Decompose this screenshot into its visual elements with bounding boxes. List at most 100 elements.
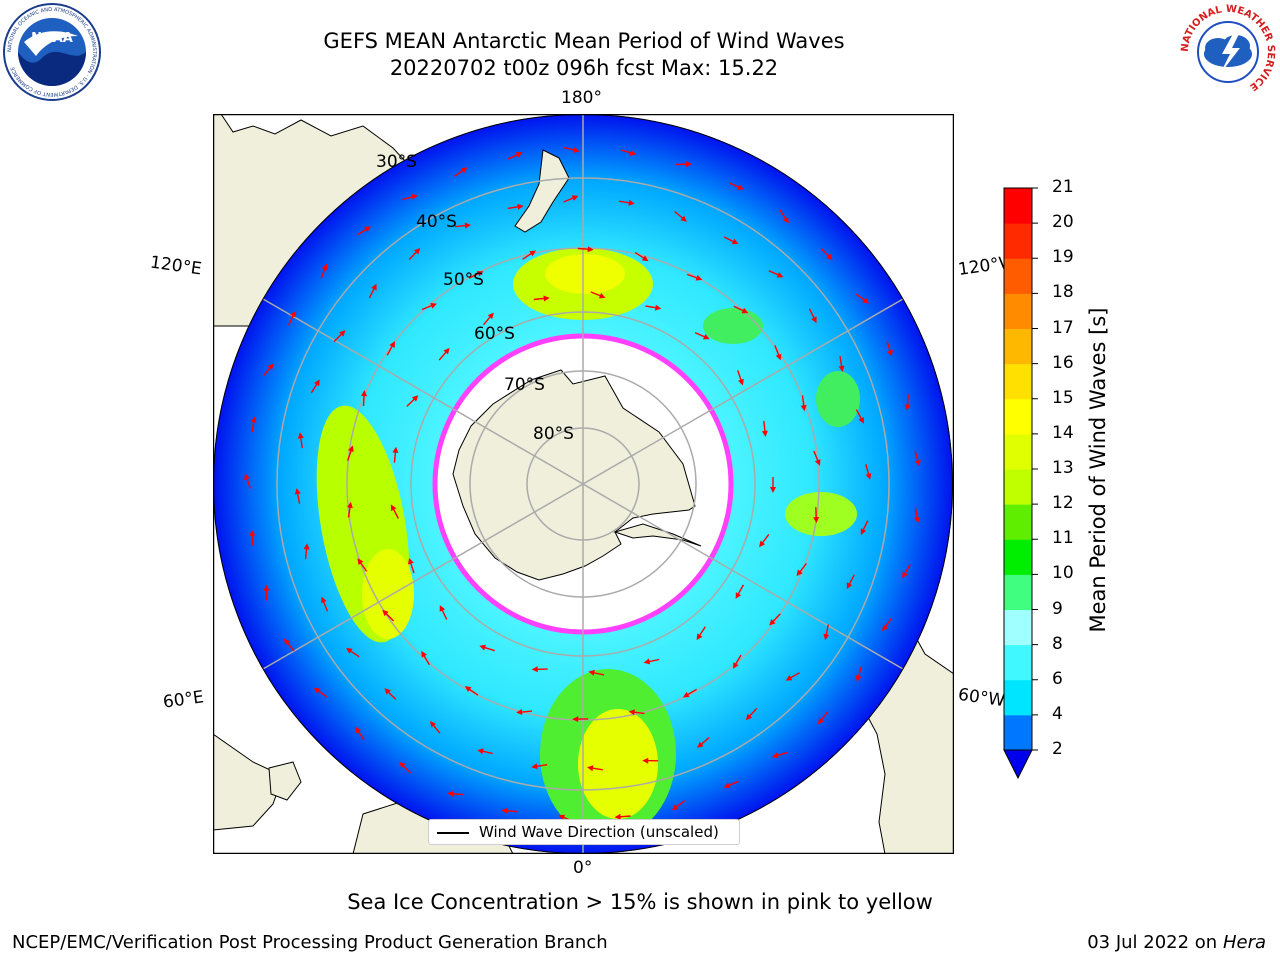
wind-wave-arrowhead <box>487 312 494 320</box>
wind-wave-arrowhead <box>741 307 749 314</box>
new-zealand-land <box>514 149 570 233</box>
wind-wave-arrowhead <box>771 752 779 759</box>
colorbar-segment <box>1004 433 1032 470</box>
madagascar-land <box>268 761 302 801</box>
wind-wave-arrowhead <box>384 688 391 695</box>
wind-wave-arrowhead <box>408 557 414 565</box>
wind-wave-arrowhead <box>297 432 304 439</box>
colorbar-tick-label: 18 <box>1052 282 1074 303</box>
wind-wave-arrowhead <box>571 195 579 201</box>
colorbar-tick-label: 17 <box>1052 317 1074 338</box>
wind-wave-arrowhead <box>476 271 484 277</box>
colorbar-tick-label: 8 <box>1052 633 1063 654</box>
wind-wave-arrowhead <box>371 283 377 291</box>
wind-wave-arrowhead <box>682 691 690 698</box>
wind-wave-arrowhead <box>501 807 508 814</box>
wave-region-pacific <box>785 492 857 536</box>
wind-wave-arrowhead <box>737 184 744 190</box>
colorbar-under-triangle <box>1003 749 1033 780</box>
chart-subtitle: 20220702 t00z 096h fcst Max: 15.22 <box>389 56 779 80</box>
footer-date-text: 03 Jul 2022 on <box>1087 932 1223 953</box>
wave-region-tasman-core <box>545 254 625 294</box>
colorbar-tick-label: 19 <box>1052 247 1074 268</box>
wind-wave-arrowhead <box>339 330 346 337</box>
colorbar-segment <box>1004 293 1032 329</box>
wind-wave-arrowhead <box>250 416 257 423</box>
wind-wave-arrowhead <box>361 390 368 397</box>
wind-wave-arrowhead <box>680 215 687 222</box>
wind-wave-arrowhead <box>671 804 679 811</box>
wind-wave-arrowhead <box>735 592 742 599</box>
wind-wave-arrowhead <box>776 272 784 278</box>
wave-region-pacific-east <box>816 371 860 427</box>
wind-wave-arrowhead <box>429 721 436 728</box>
wind-wave-arrowhead <box>479 644 486 651</box>
wind-wave-arrowhead <box>573 147 580 153</box>
wind-wave-arrowhead <box>267 363 274 371</box>
wave-region-pacific-north <box>703 308 763 344</box>
wind-wave-arrowhead <box>249 529 256 536</box>
wind-wave-arrowhead <box>443 347 450 355</box>
colorbar-segment <box>1004 328 1032 365</box>
colorbar-segment <box>1004 609 1032 646</box>
wind-wave-arrowhead <box>389 341 395 348</box>
colorbar-segment <box>1004 574 1032 610</box>
wind-wave-arrowhead <box>865 473 872 480</box>
wind-wave-arrowhead <box>800 404 807 412</box>
wind-wave-arrowhead <box>263 584 270 591</box>
wind-wave-arrowhead <box>464 222 471 229</box>
wind-wave-arrowhead <box>855 675 862 682</box>
lat-label-30s: 30°S <box>376 152 417 172</box>
colorbar-title: Mean Period of Wind Waves [s] <box>1086 307 1110 633</box>
wind-wave-arrowhead <box>769 619 776 626</box>
colorbar-tick-label: 15 <box>1052 387 1074 408</box>
wind-wave-arrowhead <box>629 149 637 156</box>
wind-wave-arrowhead <box>904 404 911 411</box>
wind-wave-arrowhead <box>303 543 310 550</box>
lon-label-0: 0° <box>573 858 593 878</box>
lon-label-60w: 60°W <box>956 684 1007 712</box>
colorbar <box>1003 187 1038 780</box>
wind-wave-arrowhead <box>411 194 418 200</box>
colorbar-tick-label: 16 <box>1052 352 1074 373</box>
sea-ice-caption: Sea Ice Concentration > 15% is shown in … <box>347 890 933 914</box>
wind-wave-arrowhead <box>477 748 484 755</box>
lat-label-70s: 70°S <box>504 375 545 395</box>
wind-wave-arrowhead <box>517 203 524 210</box>
wind-wave-arrowhead <box>770 487 776 493</box>
wind-wave-arrowhead <box>614 813 621 820</box>
nws-logo: NATIONAL WEATHER SERVICE <box>1180 4 1276 99</box>
wind-wave-arrowhead <box>464 686 472 692</box>
wind-wave-arrowhead <box>838 365 845 372</box>
wind-wave-arrowhead <box>826 253 833 261</box>
wind-wave-arrowhead <box>531 763 538 770</box>
wind-wave-arrowhead <box>283 638 290 646</box>
wind-wave-arrowhead <box>783 216 789 224</box>
lon-label-60e: 60°E <box>161 687 206 713</box>
lat-label-80s: 80°S <box>533 424 574 444</box>
colorbar-tick-label: 21 <box>1052 177 1074 197</box>
wind-wave-arrowhead <box>641 255 649 262</box>
wind-wave-arrowhead <box>643 658 651 665</box>
colorbar-tick-label: 4 <box>1052 703 1063 724</box>
wind-wave-arrowhead <box>654 304 662 311</box>
colorbar-segment <box>1004 469 1032 505</box>
wind-wave-arrowhead <box>531 666 538 673</box>
wind-wave-arrowhead <box>887 349 893 357</box>
wind-wave-arrowhead <box>515 152 523 158</box>
wind-wave-arrowhead <box>447 790 454 797</box>
wind-wave-arrowhead <box>399 761 406 769</box>
wind-wave-arrowhead <box>858 417 864 424</box>
colorbar-segment <box>1004 504 1032 540</box>
antarctic-peninsula <box>613 523 702 547</box>
colorbar-tick-label: 9 <box>1052 598 1063 619</box>
wave-region-atlantic-core <box>578 709 658 819</box>
wind-wave-arrowhead <box>588 669 595 676</box>
wind-wave-arrowhead <box>543 295 550 302</box>
colorbar-tick-label: 2 <box>1052 739 1063 759</box>
wind-wave-arrowhead <box>817 717 824 725</box>
wind-wave-arrowhead <box>775 353 782 361</box>
wind-wave-arrowhead <box>411 395 419 402</box>
wind-wave-arrowhead <box>759 540 766 548</box>
wind-wave-arrowhead <box>813 517 820 524</box>
